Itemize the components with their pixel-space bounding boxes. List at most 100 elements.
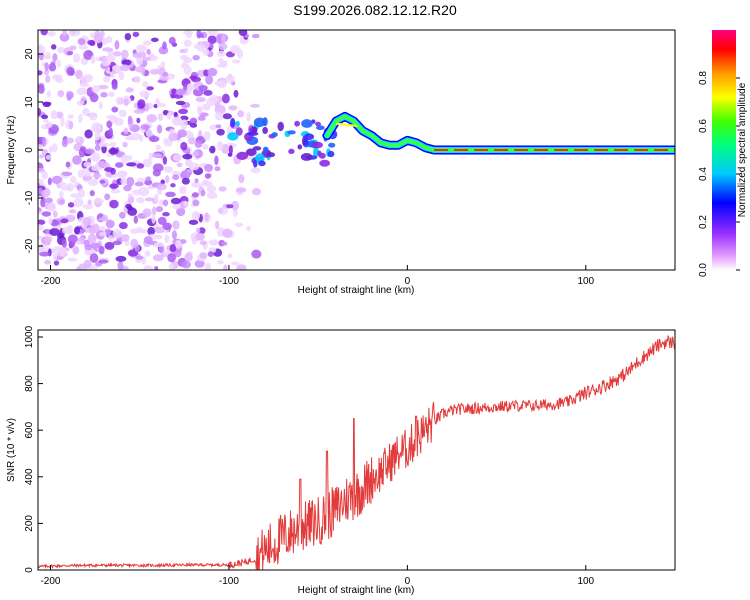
spectrogram-noise-blob bbox=[60, 116, 65, 127]
spectrogram-noise-blob bbox=[92, 173, 102, 179]
spectrogram-noise-blob bbox=[142, 81, 149, 88]
spectrogram-noise-blob bbox=[214, 166, 221, 172]
spectrogram-noise-blob bbox=[175, 239, 182, 249]
spectrogram-noise-blob bbox=[76, 100, 85, 106]
spectrogram-noise-blob bbox=[114, 162, 124, 168]
spectrogram-cluster-blob bbox=[294, 120, 300, 127]
spectrogram-noise-blob bbox=[40, 237, 52, 245]
spectrogram-noise-blob bbox=[85, 148, 95, 155]
spectrogram-noise-blob bbox=[91, 122, 101, 133]
spectrogram-noise-blob bbox=[146, 113, 158, 123]
spectrogram-noise-blob bbox=[83, 161, 92, 168]
spectrogram-noise-blob bbox=[177, 129, 188, 138]
spectrogram-noise-blob bbox=[121, 59, 132, 66]
spectrogram-noise-blob bbox=[135, 255, 144, 260]
spectrogram-cluster-blob bbox=[253, 117, 266, 128]
spectrogram-cluster-blob bbox=[303, 137, 309, 147]
spectrogram-noise-blob bbox=[162, 156, 168, 165]
spectrogram-noise-blob bbox=[53, 251, 58, 260]
snr-frame bbox=[37, 329, 676, 571]
spectrogram-noise-blob bbox=[83, 239, 91, 247]
spectrogram-noise-blob bbox=[115, 255, 127, 262]
spectrogram-noise-blob bbox=[112, 228, 123, 239]
spectrogram-noise-blob bbox=[136, 197, 145, 204]
spectrogram-noise-blob bbox=[198, 85, 208, 91]
spectrogram-noise-blob bbox=[162, 211, 170, 217]
snr-y-tick-label: 0 bbox=[24, 567, 35, 573]
spectrogram-noise-blob bbox=[103, 75, 111, 83]
spectrogram-noise-blob bbox=[221, 241, 228, 246]
spectrogram-noise-blob bbox=[98, 259, 109, 264]
spectrogram-noise-blob bbox=[218, 57, 224, 64]
spectrogram-noise-blob bbox=[154, 193, 159, 203]
spectrogram-noise-blob bbox=[78, 147, 86, 158]
spectrogram-noise-blob bbox=[105, 54, 116, 63]
spectrogram-noise-blob bbox=[195, 227, 201, 233]
spectrogram-noise-blob bbox=[136, 117, 141, 124]
spectrogram-cluster-blob bbox=[277, 121, 284, 132]
snr-y-tick-label: 200 bbox=[24, 515, 35, 532]
spectrogram-noise-blob bbox=[218, 186, 227, 192]
spectrogram-noise-blob bbox=[189, 117, 198, 125]
spectrogram-noise-blob bbox=[171, 116, 183, 126]
spectrogram-noise-blob bbox=[182, 57, 193, 64]
spectrogram-noise-blob bbox=[67, 257, 78, 262]
spectrogram-noise-blob bbox=[251, 33, 260, 39]
spectrogram-noise-blob bbox=[38, 224, 44, 231]
spectrogram-noise-blob bbox=[38, 219, 46, 225]
spectrogram-noise-blob bbox=[216, 141, 224, 151]
spectrogram-y-tick-label: 0 bbox=[24, 147, 35, 153]
spectrogram-noise-blob bbox=[148, 135, 160, 143]
spectrogram-noise-blob bbox=[172, 174, 180, 181]
spectrogram-noise-blob bbox=[56, 46, 66, 54]
spectrogram-x-tick-label: 100 bbox=[577, 276, 594, 287]
spectrogram-noise-blob bbox=[181, 177, 190, 185]
spectrogram-noise-blob bbox=[156, 234, 163, 240]
spectrogram-noise-blob bbox=[188, 219, 199, 225]
spectrogram-noise-blob bbox=[99, 226, 106, 231]
chart-title: S199.2026.082.12.12.R20 bbox=[293, 2, 457, 18]
spectrogram-noise-blob bbox=[109, 71, 115, 79]
spectrogram-noise-blob bbox=[209, 124, 217, 131]
spectrogram-noise-blob bbox=[84, 129, 93, 139]
spectrogram-noise-blob bbox=[77, 188, 86, 199]
spectrogram-noise-blob bbox=[183, 200, 188, 207]
spectrogram-noise-blob bbox=[232, 59, 241, 64]
spectrogram-noise-blob bbox=[163, 166, 173, 173]
spectrogram-noise-blob bbox=[227, 253, 233, 259]
spectrogram-noise-blob bbox=[214, 111, 224, 121]
spectrogram-noise-blob bbox=[168, 263, 174, 270]
spectrogram-noise-blob bbox=[44, 197, 53, 204]
spectrogram-noise-blob bbox=[233, 89, 239, 98]
spectrogram-noise-blob bbox=[57, 90, 65, 98]
spectrogram-noise-blob bbox=[217, 259, 224, 265]
spectrogram-noise-blob bbox=[52, 53, 58, 62]
spectrogram-cluster-blob bbox=[287, 130, 296, 135]
spectrogram-noise-blob bbox=[170, 93, 176, 99]
spectrogram-noise-blob bbox=[106, 35, 113, 43]
spectrogram-noise-blob bbox=[176, 162, 183, 168]
spectrogram-noise-blob bbox=[125, 87, 134, 93]
spectrogram-noise-blob bbox=[127, 207, 138, 216]
spectrogram-cluster-blob bbox=[262, 146, 269, 153]
spectrogram-noise-blob bbox=[221, 34, 226, 45]
spectrogram-noise-blob bbox=[73, 226, 81, 235]
spectrogram-noise-blob bbox=[207, 67, 218, 77]
spectrogram-noise-blob bbox=[67, 114, 74, 119]
spectrogram-noise-blob bbox=[167, 73, 176, 80]
spectrogram-noise-blob bbox=[156, 102, 166, 108]
spectrogram-noise-blob bbox=[147, 226, 156, 236]
spectrogram-noise-blob bbox=[114, 40, 120, 50]
spectrogram-y-axis-label: Frequency (Hz) bbox=[6, 116, 17, 185]
spectrogram-noise-blob bbox=[172, 153, 182, 162]
spectrogram-y-tick-label: 10 bbox=[24, 96, 35, 108]
spectrogram-noise-blob bbox=[122, 141, 128, 148]
spectrogram-cluster-blob bbox=[253, 160, 258, 168]
spectrogram-noise-blob bbox=[82, 204, 94, 210]
spectrogram-noise-blob bbox=[89, 92, 99, 103]
spectrogram-y-ticks: -20 -10 0 10 20 bbox=[24, 48, 43, 253]
spectrogram-noise-blob bbox=[111, 83, 118, 90]
spectrogram-noise-blob bbox=[168, 132, 178, 142]
colorbar-tick-label: 0.0 bbox=[698, 263, 709, 277]
spectrogram-noise-blob bbox=[127, 193, 133, 198]
